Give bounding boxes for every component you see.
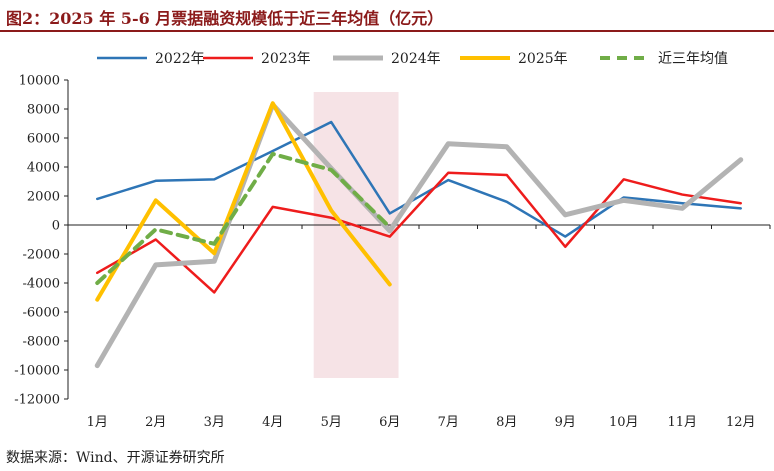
y-tick-label: -6000 xyxy=(23,306,60,321)
title-rule xyxy=(0,30,774,32)
y-tick-label: 6000 xyxy=(27,132,60,147)
y-tick-label: -2000 xyxy=(23,248,60,263)
x-tick-label: 12月 xyxy=(726,415,756,430)
y-tick-label: 2000 xyxy=(27,190,60,205)
x-tick-label: 3月 xyxy=(204,415,225,430)
y-tick-label: -10000 xyxy=(14,364,60,379)
x-tick-label: 11月 xyxy=(667,415,697,430)
legend-label: 2022年 xyxy=(155,51,205,67)
x-tick-label: 1月 xyxy=(87,415,108,430)
y-tick-label: 8000 xyxy=(27,103,60,118)
x-tick-label: 7月 xyxy=(438,415,459,430)
source-note: 数据来源：Wind、开源证券研究所 xyxy=(6,450,225,466)
legend-label: 2024年 xyxy=(391,51,441,67)
y-tick-label: 4000 xyxy=(27,161,60,176)
axes-layer: 10000 8000 6000 4000 2000 0 -2000 -4000 -6000 -80… xyxy=(14,74,771,430)
legend-label: 近三年均值 xyxy=(658,51,728,67)
series-layer xyxy=(94,101,744,369)
y-tick-label: -8000 xyxy=(23,335,60,350)
x-tick-label: 10月 xyxy=(609,415,639,430)
legend-label: 2023年 xyxy=(261,51,311,67)
series-line-1 xyxy=(96,120,742,238)
x-tick-label: 9月 xyxy=(555,415,576,430)
series-line-5 xyxy=(95,151,392,285)
y-tick-label: 10000 xyxy=(19,74,60,89)
x-tick-label: 4月 xyxy=(262,415,283,430)
y-tick-label: -4000 xyxy=(23,277,60,292)
series-line-2 xyxy=(96,171,742,294)
series-line-3 xyxy=(94,102,744,369)
legend-label: 2025年 xyxy=(518,51,568,67)
x-tick-label: 6月 xyxy=(379,415,400,430)
legend: 2022年 2023年 2024年 2025年 近三年均值 xyxy=(97,51,728,67)
chart-title: 图2：2025 年 5-6 月票据融资规模低于近三年均值（亿元） xyxy=(6,9,444,28)
x-tick-label: 8月 xyxy=(496,415,517,430)
y-tick-label: -12000 xyxy=(14,393,60,408)
x-tick-label: 2月 xyxy=(145,415,166,430)
x-tick-label: 5月 xyxy=(321,415,342,430)
series-line-4 xyxy=(95,101,392,302)
y-tick-label: 0 xyxy=(52,219,60,234)
